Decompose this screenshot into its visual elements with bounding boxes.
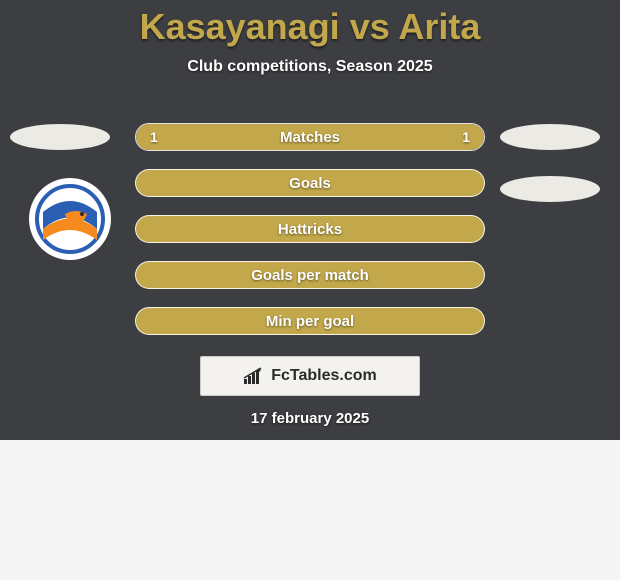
stat-label: Matches — [136, 124, 484, 150]
bars-up-icon — [243, 367, 265, 385]
stat-bar-min-per-goal: Min per goal — [135, 307, 485, 335]
stat-bar-goals-per-match: Goals per match — [135, 261, 485, 289]
vvaren-logo-icon — [35, 184, 105, 254]
club-badge-left — [29, 178, 111, 260]
stat-label: Min per goal — [136, 308, 484, 334]
comparison-card: Kasayanagi vs Arita Club competitions, S… — [0, 0, 620, 440]
player-right-slot-bottom — [500, 176, 600, 202]
player-left-slot-top — [10, 124, 110, 150]
player-right-slot-top — [500, 124, 600, 150]
stat-right-value: 1 — [462, 124, 470, 150]
stat-bars: 1 Matches 1 Goals Hattricks Goals per ma… — [135, 123, 485, 353]
stat-bar-hattricks: Hattricks — [135, 215, 485, 243]
page-title: Kasayanagi vs Arita — [0, 0, 620, 48]
stat-bar-goals: Goals — [135, 169, 485, 197]
page-subtitle: Club competitions, Season 2025 — [0, 58, 620, 76]
stat-bar-matches: 1 Matches 1 — [135, 123, 485, 151]
stat-label: Goals per match — [136, 262, 484, 288]
brand-text: FcTables.com — [271, 367, 377, 385]
stat-label: Goals — [136, 170, 484, 196]
brand-badge[interactable]: FcTables.com — [200, 356, 420, 396]
footer-date: 17 february 2025 — [0, 410, 620, 427]
stat-label: Hattricks — [136, 216, 484, 242]
